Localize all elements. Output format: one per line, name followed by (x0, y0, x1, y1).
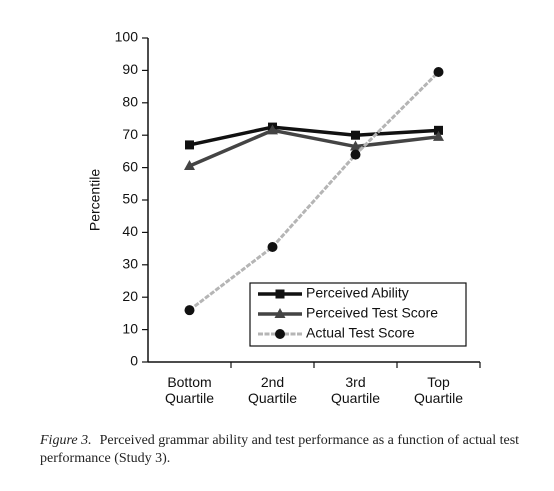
y-tick-label: 10 (122, 320, 138, 336)
x-tick-label: 3rd Quartile (330, 374, 381, 406)
marker (185, 140, 194, 150)
series-line (188, 128, 439, 168)
y-axis-label: Percentile (87, 169, 103, 231)
y-tick-label: 70 (122, 126, 138, 142)
y-tick-label: 90 (122, 61, 138, 77)
figure-label: Figure 3. (40, 433, 92, 448)
chart: Percentile 0 10 20 30 40 50 60 70 80 90 100 Perceiv… (87, 29, 481, 369)
y-tick-label: 100 (115, 29, 139, 45)
y-tick-label: 0 (130, 353, 138, 369)
x-tick-label: Bottom Quartile (164, 374, 215, 406)
legend-label: Actual Test Score (306, 325, 415, 341)
marker (433, 130, 444, 141)
legend-label: Perceived Test Score (306, 305, 438, 321)
x-tick-label: Top Quartile (413, 374, 464, 406)
y-tick-label: 60 (122, 158, 138, 174)
x-tick-label: 2nd Quartile (247, 374, 298, 406)
series-line (189, 125, 439, 147)
marker (433, 67, 444, 78)
legend-label: Perceived Ability (306, 285, 409, 301)
marker (267, 241, 278, 252)
marker (434, 125, 443, 135)
marker (274, 308, 286, 318)
caption-text: Perceived grammar ability and test perfo… (40, 433, 520, 466)
marker (184, 159, 195, 170)
marker (275, 289, 285, 299)
y-tick-label: 80 (122, 94, 138, 110)
y-tick-label: 40 (122, 223, 138, 239)
y-tick-label: 20 (122, 288, 138, 304)
marker (267, 124, 278, 135)
marker (275, 329, 285, 339)
marker (351, 130, 360, 140)
marker (350, 149, 361, 160)
caption: Figure 3. Perceived grammar ability and t… (40, 432, 540, 468)
y-tick-label: 50 (122, 191, 138, 207)
series-line (188, 70, 440, 312)
marker (184, 305, 195, 316)
y-tick-label: 30 (122, 256, 138, 272)
marker (350, 140, 361, 151)
